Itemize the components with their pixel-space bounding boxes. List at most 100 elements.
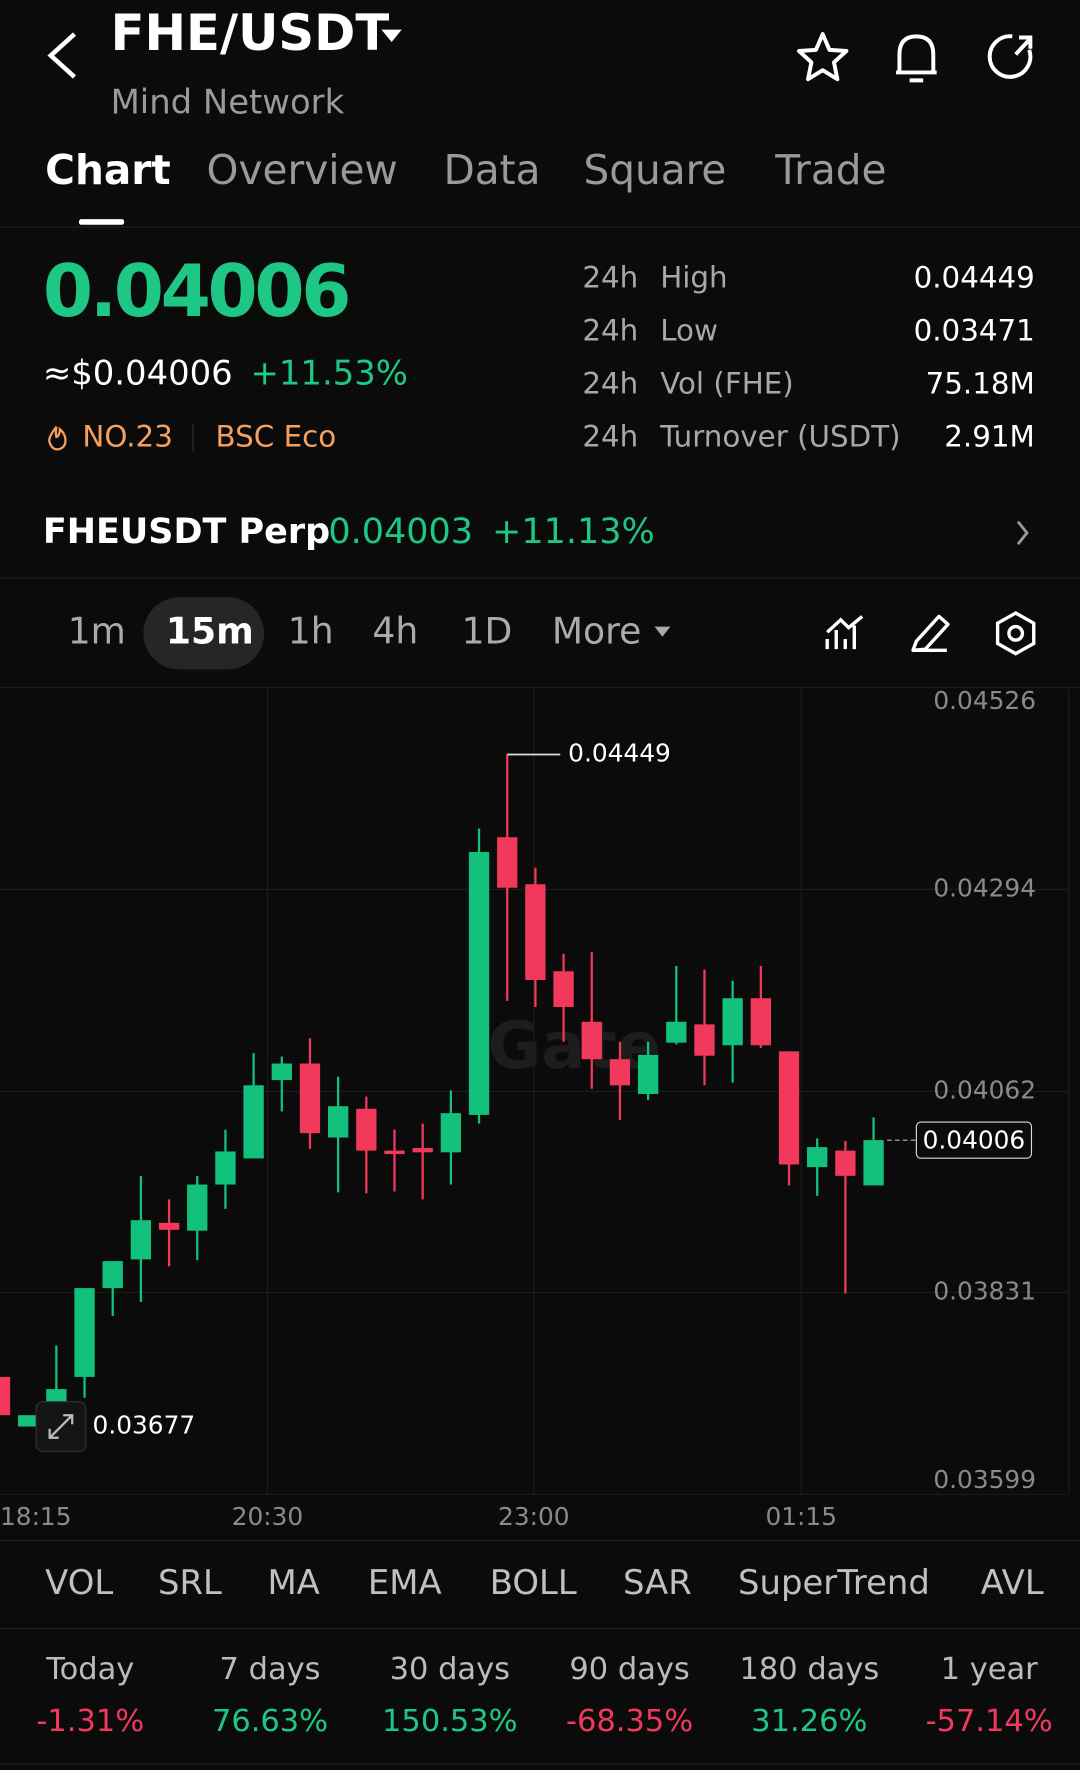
indicator[interactable]: VOL — [45, 1563, 113, 1602]
candle-body — [497, 837, 518, 888]
interval[interactable]: 15m — [166, 609, 254, 652]
stat-period: 24h — [582, 420, 638, 454]
perp-name[interactable]: FHEUSDT Perp — [43, 512, 330, 552]
indicator[interactable]: SRL — [158, 1563, 222, 1602]
stat-period: 24h — [582, 260, 638, 294]
x-tick-label: 20:30 — [232, 1502, 304, 1531]
tab[interactable]: Chart — [45, 146, 171, 194]
candle-body — [356, 1108, 377, 1151]
period-label: Today — [45, 1652, 134, 1687]
y-tick-label: 0.03599 — [933, 1465, 1036, 1494]
indicator[interactable]: MA — [267, 1563, 319, 1602]
watermark: Gate — [488, 1008, 662, 1084]
last-price-box — [915, 1121, 1033, 1159]
interval[interactable]: 1D — [462, 609, 513, 652]
expand-icon — [48, 1414, 74, 1439]
stat-label: Low — [660, 314, 718, 348]
interval[interactable]: 1h — [288, 609, 334, 652]
candle-body — [807, 1147, 828, 1168]
interval[interactable]: More — [552, 609, 642, 652]
y-tick-label: 0.04294 — [933, 873, 1036, 902]
x-tick-label: 18:15 — [0, 1502, 72, 1531]
indicator[interactable]: EMA — [368, 1563, 442, 1602]
last-price: 0.04006 — [43, 250, 348, 334]
pair-dropdown[interactable] — [381, 29, 402, 42]
candle-body — [412, 1147, 433, 1153]
chart: Gate 0.04526 0.04294 0.04062 0.03831 0.03599 1… — [0, 686, 1070, 1531]
x-tick-label: 01:15 — [765, 1502, 837, 1531]
candle-body — [102, 1261, 123, 1289]
period-change: 31.26% — [751, 1704, 867, 1739]
stat-period: 24h — [582, 367, 638, 401]
indicator[interactable]: SuperTrend — [738, 1563, 930, 1602]
indicator[interactable]: AVL — [981, 1563, 1044, 1602]
favorite-icon[interactable] — [797, 32, 849, 82]
stat-label: Turnover (USDT) — [659, 420, 900, 454]
tab-indicator — [78, 219, 125, 225]
stat-value: 75.18M — [926, 367, 1035, 401]
interval[interactable]: 1m — [68, 609, 126, 652]
candle-body — [18, 1415, 39, 1427]
stat-value: 2.91M — [944, 420, 1035, 454]
high-label: 0.04449 — [568, 739, 671, 768]
y-tick-label: 0.03831 — [933, 1276, 1036, 1305]
period-label: 90 days — [569, 1652, 689, 1687]
candle-body — [158, 1222, 180, 1230]
period-label: 30 days — [390, 1652, 510, 1687]
candle-body — [722, 998, 743, 1046]
candle-body — [863, 1140, 884, 1186]
period-label: 7 days — [220, 1652, 321, 1687]
period-change: -1.31% — [36, 1704, 144, 1739]
settings-icon[interactable] — [995, 611, 1036, 656]
low-label: 0.03677 — [93, 1411, 196, 1440]
pair[interactable]: FHE/USDT — [111, 4, 390, 62]
tab[interactable]: Data — [444, 146, 541, 194]
period-label: 180 days — [739, 1652, 879, 1687]
perp-change: +11.13% — [492, 512, 655, 552]
candle-body — [581, 1021, 602, 1060]
candle-body — [666, 1021, 687, 1043]
stat-label: Vol (FHE) — [660, 367, 794, 401]
tab[interactable]: Overview — [207, 146, 398, 194]
period-change: -57.14% — [926, 1704, 1053, 1739]
indicator[interactable]: BOLL — [490, 1563, 577, 1602]
candle-body — [468, 852, 490, 1115]
stat-value: 0.04449 — [914, 260, 1035, 294]
candle-body — [694, 1024, 715, 1056]
candle-body — [835, 1150, 856, 1176]
candle-body — [750, 998, 771, 1046]
tab[interactable]: Trade — [774, 146, 886, 194]
x-tick-label: 23:00 — [498, 1502, 570, 1531]
price-change: +11.53% — [251, 353, 408, 392]
ecosystem-tag[interactable]: BSC Eco — [216, 420, 337, 454]
draw-icon[interactable] — [911, 614, 950, 652]
candle-body — [637, 1054, 659, 1095]
usd-price: ≈$0.04006 — [43, 353, 233, 392]
candle-body — [384, 1150, 405, 1155]
more-dropdown[interactable] — [654, 626, 671, 637]
interval[interactable]: 4h — [372, 609, 418, 652]
last-price-label: 0.04006 — [923, 1125, 1026, 1154]
indicator[interactable]: SAR — [623, 1563, 692, 1602]
candle-body — [271, 1063, 292, 1081]
period-change: 76.63% — [212, 1704, 328, 1739]
candles — [0, 754, 884, 1427]
candle-body — [215, 1151, 236, 1185]
perp-chevron[interactable] — [1016, 520, 1029, 546]
candle-body — [187, 1184, 208, 1231]
tab[interactable]: Square — [583, 146, 726, 194]
stat-label: High — [660, 260, 727, 294]
back-button[interactable] — [47, 32, 76, 79]
alert-icon[interactable] — [896, 34, 937, 83]
settings-icon-center — [1007, 624, 1025, 642]
candle-body — [525, 884, 546, 980]
performance: Today -1.31% 7 days 76.63% 30 days 150.53% 90 … — [36, 1652, 1052, 1739]
project-name: Mind Network — [111, 83, 345, 122]
period-change: 150.53% — [382, 1704, 518, 1739]
indicator-icon[interactable] — [825, 615, 864, 650]
rank[interactable]: NO.23 — [82, 420, 172, 454]
candle-body — [74, 1288, 95, 1377]
share-icon[interactable] — [987, 34, 1033, 79]
stat-value: 0.03471 — [914, 314, 1035, 348]
